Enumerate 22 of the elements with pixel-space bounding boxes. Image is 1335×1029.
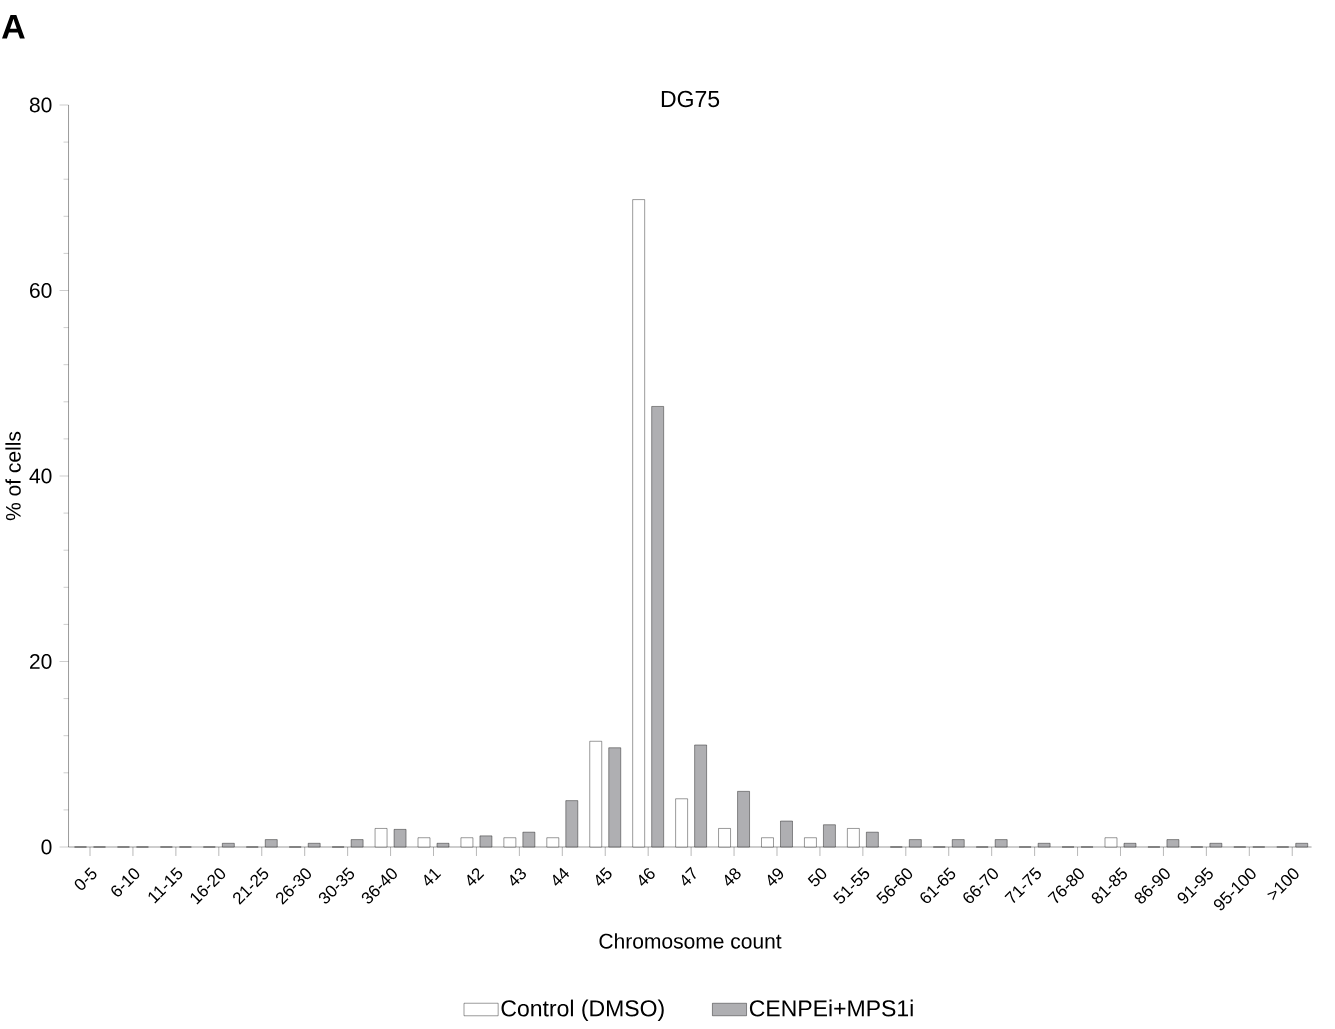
- y-tick-label: 20: [30, 654, 52, 669]
- chart-title: DG75: [661, 90, 720, 108]
- x-tick-label: 48: [724, 868, 741, 886]
- text: A: [2, 15, 25, 39]
- x-tick-label: 44: [553, 867, 570, 886]
- y-axis-title: % of cells: [5, 431, 21, 521]
- x-tick-label: 45: [595, 867, 612, 886]
- x-tick-label: 41: [424, 868, 442, 886]
- y-tick-label: 80: [29, 97, 52, 113]
- y-tick-label: 40: [29, 468, 52, 484]
- y-tick-label: 60: [30, 283, 52, 298]
- x-tick-label: 43: [510, 868, 526, 886]
- x-tick-label: 50: [807, 868, 827, 887]
- legend-label: Control (DMSO): [501, 999, 664, 1022]
- legend-label: CENPEi+MPS1i: [749, 999, 913, 1017]
- x-tick-label: 47: [681, 866, 696, 886]
- y-tick-label: 0: [41, 839, 52, 855]
- x-tick-label: 0-5: [74, 867, 97, 890]
- x-tick-label: 46: [639, 868, 655, 886]
- x-axis-title: Chromosome count: [599, 933, 782, 949]
- x-tick-label: 42: [467, 868, 485, 886]
- x-tick-label: 49: [767, 868, 784, 886]
